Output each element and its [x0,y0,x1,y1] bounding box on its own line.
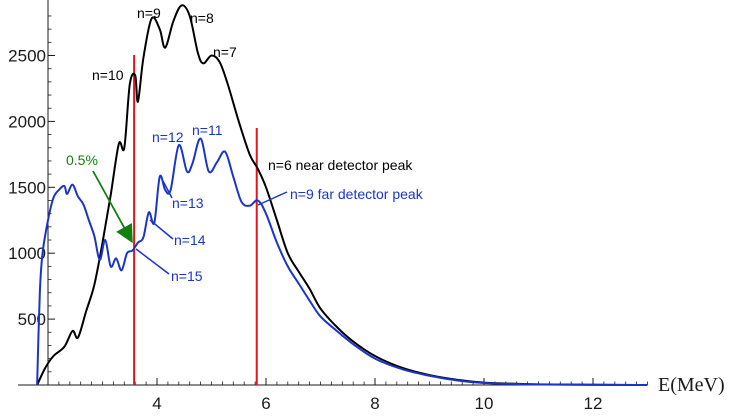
annotation-n14: n=14 [174,232,206,248]
annotation-n15: n=15 [171,268,203,284]
near-detector-series-line [36,4,648,386]
vertical-markers [133,55,258,385]
annotation-percent: 0.5% [66,152,98,168]
x-tick-label: 8 [370,394,379,413]
x-tick-label: 12 [584,394,603,413]
annotation-n11: n=11 [192,122,223,138]
x-axis-label: E(MeV) [658,374,725,396]
axes: 4 6 8 10 12 500 1000 1500 2000 2500 E(MeV) [8,0,725,413]
y-tick-label: 2000 [8,112,46,131]
far-detector-series-line [36,137,648,386]
leader-n15 [135,248,170,275]
y-tick-label: 1500 [8,178,46,197]
y-tick-label: 500 [18,310,46,329]
y-tick-label: 2500 [8,47,46,66]
leader-n13 [162,180,173,199]
annotation-n9-near: n=9 [137,5,161,21]
x-tick-label: 6 [261,394,270,413]
percent-arrow [92,170,133,244]
annotations: n=10 n=9 n=8 n=7 n=6 near detector peak … [66,5,424,284]
x-ticks: 4 6 8 10 12 [58,378,648,413]
series-lines [36,4,648,386]
leader-n14 [149,219,174,240]
y-tick-label: 1000 [8,244,46,263]
x-tick-label: 10 [475,394,494,413]
leader-far-detector-peak [257,191,288,206]
annotation-n10: n=10 [92,67,124,83]
annotation-n8: n=8 [190,10,214,26]
annotation-n7: n=7 [213,44,237,60]
annotation-far-detector-peak: n=9 far detector peak [290,186,424,202]
annotation-n12: n=12 [152,129,184,145]
annotation-near-detector-peak: n=6 near detector peak [268,157,413,173]
annotation-n13: n=13 [172,195,204,211]
x-tick-label: 4 [152,394,161,413]
